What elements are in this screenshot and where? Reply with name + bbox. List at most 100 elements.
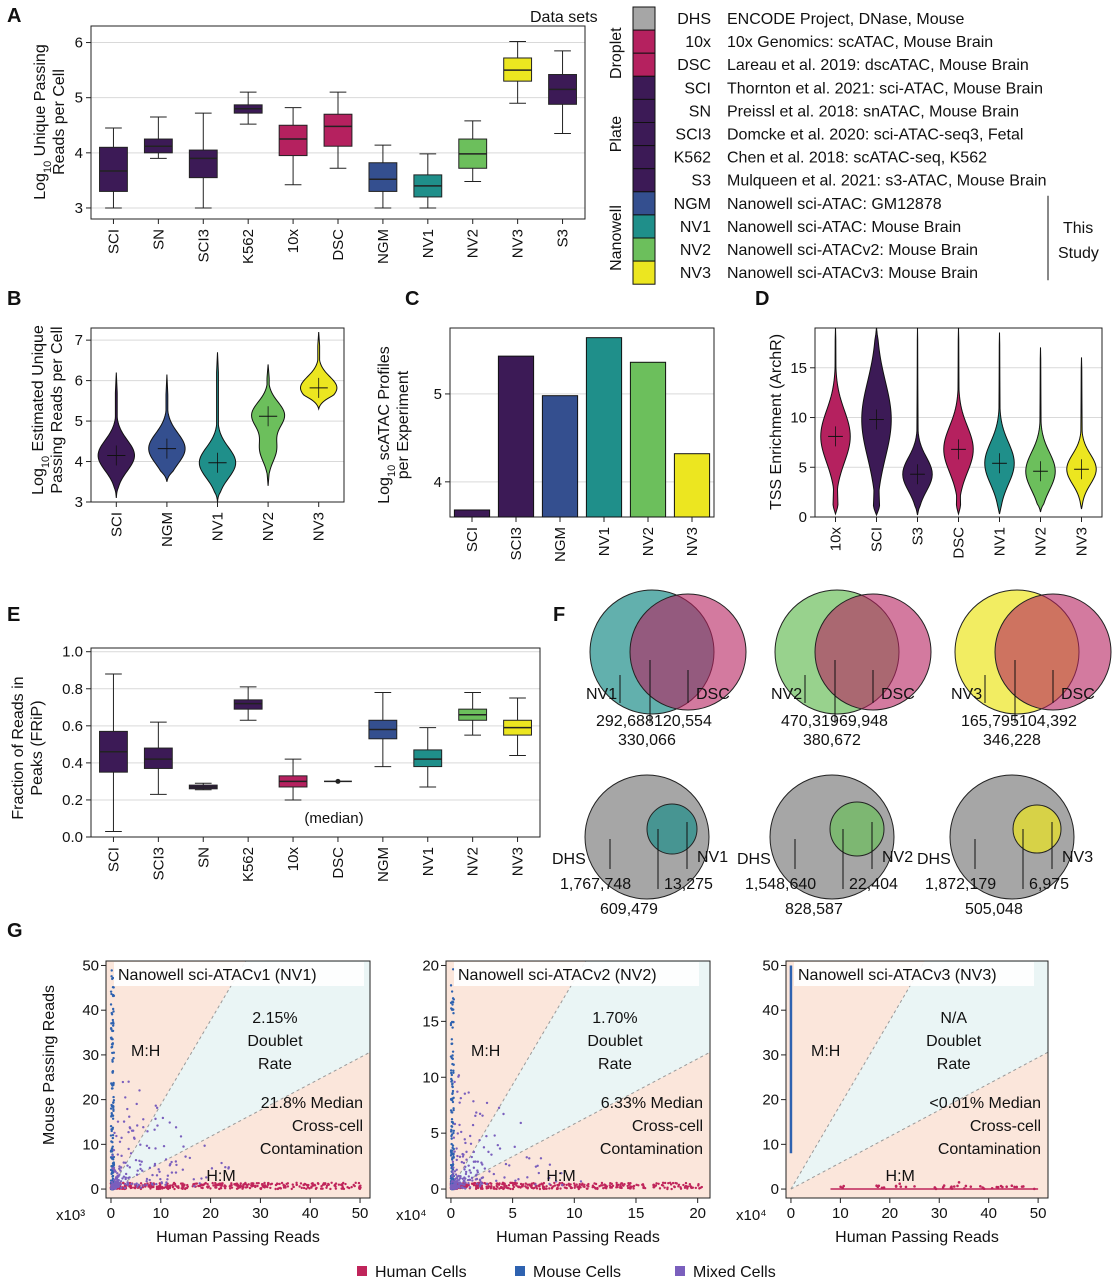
venn-left-count: 470,319 — [781, 713, 839, 730]
y-tick-label: 10 — [790, 410, 807, 427]
venn-set-b: NV1 — [697, 849, 728, 866]
human-cell-point — [129, 1186, 133, 1190]
mixed-cell-point — [113, 1131, 116, 1135]
legend-label: Human Cells — [375, 1264, 467, 1280]
box-NGM — [368, 162, 398, 192]
y-tick-label: 40 — [82, 1002, 99, 1019]
human-cell-point — [996, 1185, 1000, 1189]
mouse-cell-point — [111, 976, 115, 980]
human-cell-point — [1022, 1185, 1025, 1188]
venn-4: DHS NV2 1,548,640 22,404 828,587 — [737, 774, 913, 918]
human-cell-point — [684, 1181, 688, 1185]
legend-swatch-NV3 — [632, 260, 656, 285]
mouse-cell-point — [451, 1089, 455, 1093]
human-cell-point — [183, 1187, 187, 1191]
x-axis-label: Human Passing Reads — [496, 1229, 660, 1246]
human-cell-point — [535, 1185, 538, 1188]
mixed-cell-point — [153, 1128, 156, 1131]
x-tick-label: NV1 — [992, 527, 1009, 556]
human-cell-point — [603, 1183, 606, 1186]
y-tick-label: 0.0 — [62, 829, 83, 846]
human-cell-point — [186, 1183, 189, 1187]
human-cell-point — [632, 1185, 635, 1188]
mixed-cell-point — [124, 1176, 128, 1179]
x-tick-label: 20 — [881, 1205, 898, 1222]
y-axis-label-sub: 10 — [386, 465, 398, 477]
venn-right-count: 13,275 — [664, 876, 713, 893]
mixed-cell-point — [457, 1181, 460, 1185]
axis-scale: x10⁴ — [736, 1207, 767, 1224]
mixed-cell-point — [118, 1140, 122, 1143]
legend-desc: Thornton et al. 2021: sci-ATAC, Mouse Br… — [727, 80, 1043, 97]
human-cell-point — [560, 1181, 564, 1185]
human-cell-point — [347, 1186, 351, 1190]
human-cell-point — [541, 1183, 544, 1186]
human-cell-point — [295, 1183, 298, 1187]
plot-1: 3 4 5 6 7 SCI NGM NV1 NV2 NV3 — [75, 327, 345, 547]
mixed-cell-point — [164, 1158, 168, 1161]
hm-region-label: H:M — [886, 1168, 915, 1185]
mouse-cell-point — [111, 1021, 115, 1024]
mouse-cell-point — [451, 997, 455, 1000]
mouse-cell-point — [112, 1108, 115, 1111]
mouse-cell-point — [111, 1127, 114, 1131]
violin-10x — [820, 327, 851, 516]
human-cell-point — [652, 1183, 655, 1187]
legend-group-label: Droplet — [608, 27, 625, 79]
mixed-cell-point — [561, 1183, 564, 1187]
human-cell-point — [500, 1186, 503, 1189]
human-cell-point — [545, 1185, 548, 1188]
mixed-cell-point — [145, 1183, 148, 1187]
mouse-cell-point — [452, 1063, 455, 1066]
y-tick-label: 1.0 — [62, 644, 83, 661]
mixed-cell-point — [169, 1162, 172, 1166]
plot-frame — [785, 960, 1049, 1199]
mixed-cell-point — [453, 1180, 456, 1184]
panel-letter-A: A — [7, 5, 21, 27]
human-cell-point — [466, 1183, 469, 1187]
human-cell-point — [278, 1186, 282, 1190]
x-tick-label: K562 — [240, 229, 257, 264]
box-SCI3 — [188, 149, 218, 179]
human-cell-point — [260, 1182, 264, 1186]
y-tick-label: 15 — [422, 1013, 439, 1030]
mouse-cell-point — [112, 1081, 115, 1085]
human-cell-point — [173, 1187, 176, 1191]
panel-letter-D: D — [755, 288, 769, 310]
title-box — [114, 962, 364, 986]
mixed-cell-point — [145, 1177, 149, 1181]
human-cell-point — [503, 1183, 506, 1186]
contamination-label: Cross-cell — [292, 1118, 363, 1135]
mixed-cell-point — [210, 1167, 214, 1170]
mixed-cell-point — [158, 1170, 161, 1173]
mouse-cell-point — [452, 1071, 455, 1074]
mixed-cell-point — [455, 1158, 458, 1162]
human-cell-point — [278, 1182, 281, 1186]
human-cell-point — [509, 1187, 512, 1191]
mixed-cell-point — [161, 1116, 165, 1120]
mouse-cell-point — [452, 1012, 455, 1015]
mixed-cell-point — [463, 1168, 466, 1171]
x-tick-label: NV3 — [684, 527, 701, 556]
x-tick-label: SCI3 — [195, 229, 212, 262]
mixed-cell-point — [116, 1172, 119, 1175]
human-cell-point — [200, 1186, 203, 1189]
mouse-cell-point — [111, 1156, 114, 1159]
human-cell-point — [532, 1187, 535, 1190]
mouse-cell-point — [111, 1087, 114, 1090]
violin-SCI — [97, 372, 135, 498]
mouse-cell-point — [111, 1140, 114, 1144]
mixed-cell-point — [116, 1183, 119, 1186]
mixed-cell-point — [174, 1160, 178, 1163]
mouse-cell-point — [450, 1098, 454, 1102]
mixed-cell-point — [157, 1168, 160, 1171]
mixed-cell-point — [519, 1121, 522, 1125]
x-tick-label: NV3 — [1074, 527, 1091, 556]
human-cell-point — [933, 1186, 937, 1189]
doublet-label: Doublet — [926, 1033, 982, 1050]
mixed-cell-point — [113, 1169, 117, 1172]
mixed-cell-point — [122, 1175, 126, 1178]
x-tick-label: NV3 — [510, 229, 527, 258]
venn-set-b: NV3 — [1062, 849, 1093, 866]
mouse-cell-point — [450, 1111, 454, 1114]
